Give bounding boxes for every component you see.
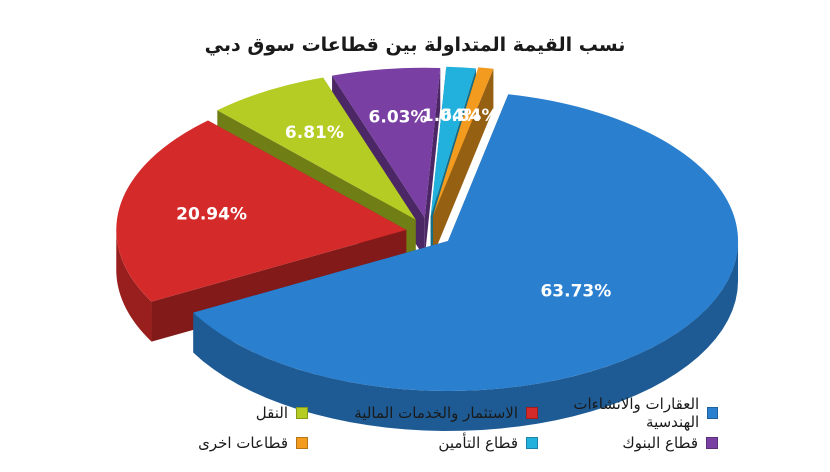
slice-wall <box>424 67 441 258</box>
chart-title: نسب القيمة المتداولة بين قطاعات سوق دبي <box>204 34 626 56</box>
slice-wall <box>433 68 494 256</box>
pie-slice <box>433 67 494 216</box>
pie-slice <box>116 120 407 302</box>
legend-swatch <box>526 407 538 419</box>
legend: العقارات والانشاءات الهندسية قطاع البنوك… <box>38 395 718 464</box>
pie-slice <box>217 77 416 220</box>
legend-swatch <box>706 437 718 449</box>
legend-label: قطاع التأمين <box>438 434 518 452</box>
legend-swatch <box>296 437 308 449</box>
data-label: 63.73% <box>540 281 611 301</box>
pie-tops <box>116 66 739 391</box>
legend-label: النقل <box>255 404 288 422</box>
legend-label: قطاع البنوك <box>622 434 698 452</box>
legend-label: قطاعات اخرى <box>198 434 288 452</box>
legend-label: العقارات والانشاءات الهندسية <box>573 395 700 431</box>
legend-swatch <box>707 407 718 419</box>
data-label: 6.81% <box>285 123 344 143</box>
legend-item: النقل <box>68 398 308 428</box>
slice-edge <box>116 229 152 342</box>
legend-item: الاستثمار والخدمات المالية <box>308 398 538 428</box>
pie-slice <box>430 66 476 217</box>
data-label: 1.64% <box>422 106 481 126</box>
legend-item: العقارات والانشاءات الهندسية <box>538 395 718 431</box>
pie-slice <box>332 67 441 218</box>
legend-item: قطاع البنوك <box>538 428 718 458</box>
data-label: 6.03% <box>369 108 428 128</box>
legend-item: قطاعات اخرى <box>68 428 308 458</box>
data-label: 20.94% <box>176 205 247 225</box>
legend-item: قطاع التأمين <box>308 428 538 458</box>
pie-slice <box>193 94 739 391</box>
legend-swatch <box>526 437 538 449</box>
data-label: 0.84% <box>440 106 499 126</box>
legend-label: الاستثمار والخدمات المالية <box>354 404 518 422</box>
legend-swatch <box>296 407 308 419</box>
slice-edge <box>193 240 739 431</box>
pie-labels: 63.73% 20.94% 6.81% 6.03%1.64%0.84% <box>176 106 611 301</box>
